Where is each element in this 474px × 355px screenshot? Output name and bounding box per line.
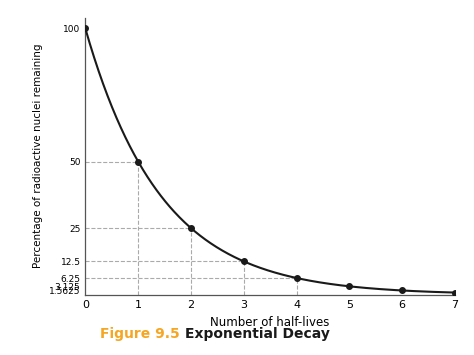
- X-axis label: Number of half-lives: Number of half-lives: [210, 316, 330, 329]
- Text: Figure 9.5: Figure 9.5: [100, 327, 180, 341]
- Text: Exponential Decay: Exponential Decay: [185, 327, 330, 341]
- Y-axis label: Percentage of radioactive nuclei remaining: Percentage of radioactive nuclei remaini…: [33, 44, 44, 268]
